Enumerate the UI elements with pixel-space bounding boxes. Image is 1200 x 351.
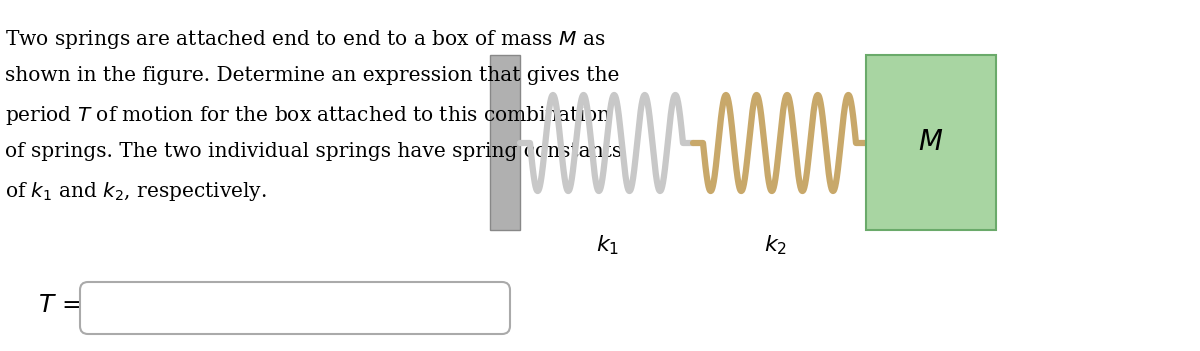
- Bar: [866, 55, 996, 230]
- Text: Two springs are attached end to end to a box of mass $M$ as: Two springs are attached end to end to a…: [5, 28, 605, 51]
- Text: shown in the figure. Determine an expression that gives the: shown in the figure. Determine an expres…: [5, 66, 619, 85]
- Text: $k_2$: $k_2$: [764, 233, 787, 257]
- Bar: [490, 55, 520, 230]
- Text: of $k_1$ and $k_2$, respectively.: of $k_1$ and $k_2$, respectively.: [5, 180, 266, 203]
- FancyBboxPatch shape: [80, 282, 510, 334]
- Text: period $T$ of motion for the box attached to this combination: period $T$ of motion for the box attache…: [5, 104, 611, 127]
- Text: $M$: $M$: [918, 129, 943, 156]
- Text: $T$ =: $T$ =: [38, 293, 82, 317]
- Text: of springs. The two individual springs have spring constants: of springs. The two individual springs h…: [5, 142, 622, 161]
- Text: $k_1$: $k_1$: [596, 233, 619, 257]
